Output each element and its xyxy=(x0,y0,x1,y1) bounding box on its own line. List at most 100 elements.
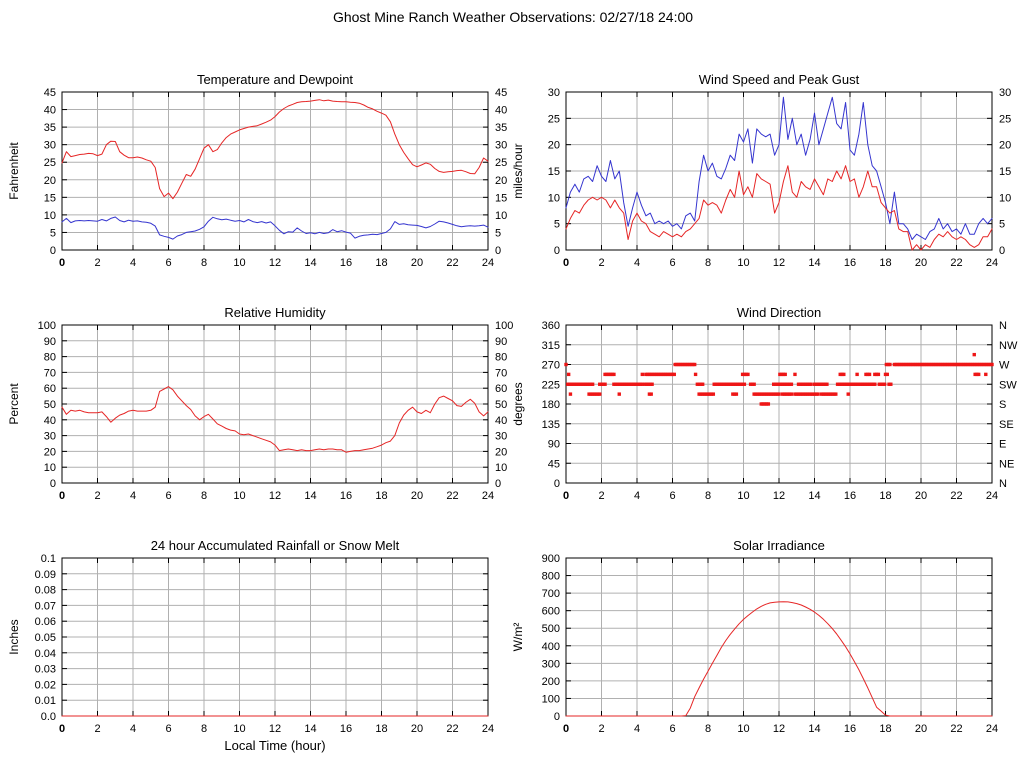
scatter-point xyxy=(919,362,923,367)
right-tick-label: 10 xyxy=(999,192,1011,204)
scatter-point xyxy=(867,382,872,386)
scatter-point xyxy=(752,382,756,386)
x-tick-label: 18 xyxy=(375,257,387,269)
y-tick-label: 0.05 xyxy=(35,632,56,644)
x-tick-label: 22 xyxy=(950,257,962,269)
scatter-point xyxy=(786,392,790,396)
scatter-point xyxy=(648,382,653,386)
scatter-point xyxy=(757,392,762,396)
scatter-point xyxy=(894,362,898,367)
scatter-point xyxy=(888,362,892,367)
scatter-point xyxy=(850,382,854,386)
scatter-point xyxy=(673,362,677,367)
y-tick-label: 0.07 xyxy=(35,600,56,612)
scatter-point xyxy=(786,382,790,386)
y-tick-label: 20 xyxy=(44,446,56,458)
scatter-point xyxy=(928,362,932,367)
y-tick-label: 0.01 xyxy=(35,695,56,707)
scatter-point xyxy=(825,382,829,386)
scatter-point xyxy=(984,362,989,367)
scatter-point xyxy=(798,382,802,386)
scatter-point xyxy=(858,382,863,386)
page-title: Ghost Mine Ranch Weather Observations: 0… xyxy=(333,9,693,25)
scatter-point xyxy=(592,392,597,396)
x-tick-label: 20 xyxy=(915,723,927,735)
right-compass-label: NE xyxy=(999,458,1014,470)
scatter-point xyxy=(819,382,824,386)
x-tick-label: 20 xyxy=(915,257,927,269)
scatter-point xyxy=(830,392,834,396)
scatter-point xyxy=(929,362,934,367)
right-tick-label: 90 xyxy=(495,336,507,348)
scatter-point xyxy=(823,392,827,396)
scatter-point xyxy=(775,392,779,396)
scatter-point xyxy=(839,382,843,386)
scatter-point xyxy=(798,392,802,396)
x-tick-label: 16 xyxy=(844,490,856,502)
scatter-point xyxy=(793,372,797,377)
scatter-point xyxy=(958,362,962,367)
right-tick-label: 5 xyxy=(999,219,1005,231)
scatter-point xyxy=(656,372,660,377)
scatter-point xyxy=(629,382,634,386)
y-tick-label: 300 xyxy=(542,658,560,670)
x-axis-label: Local Time (hour) xyxy=(224,738,325,753)
scatter-point xyxy=(814,392,818,396)
y-tick-label: 0.06 xyxy=(35,616,56,628)
x-tick-label: 24 xyxy=(986,723,998,735)
scatter-point xyxy=(844,382,849,386)
scatter-point xyxy=(876,372,881,377)
scatter-point xyxy=(589,382,593,386)
scatter-point xyxy=(649,372,653,377)
right-compass-label: E xyxy=(999,439,1006,451)
scatter-point xyxy=(855,382,859,386)
right-tick-label: 5 xyxy=(495,227,501,239)
scatter-point xyxy=(781,372,786,377)
scatter-point xyxy=(901,362,905,367)
charts-grid: 0 2 4 6 8 10 12 14 16 18 20 22 240510152025303540450… xyxy=(7,72,1018,753)
scatter-point xyxy=(750,382,755,386)
scatter-point xyxy=(796,382,801,386)
scatter-point xyxy=(647,372,652,377)
scatter-point xyxy=(771,382,776,386)
right-tick-label: 30 xyxy=(495,140,507,152)
x-tick-label: 10 xyxy=(737,723,749,735)
scatter-point xyxy=(650,382,654,386)
x-tick-label: 0 xyxy=(563,723,569,735)
scatter-point xyxy=(807,392,811,396)
scatter-point xyxy=(811,392,815,396)
scatter-point xyxy=(658,372,662,377)
right-tick-label: 15 xyxy=(999,166,1011,178)
scatter-point xyxy=(732,382,736,386)
scatter-point xyxy=(855,372,859,377)
right-tick-label: 25 xyxy=(999,113,1011,125)
x-tick-label: 14 xyxy=(808,723,820,735)
scatter-point xyxy=(663,372,668,377)
scatter-point xyxy=(730,382,734,386)
scatter-point xyxy=(773,392,778,396)
scatter-point xyxy=(580,382,584,386)
right-tick-label: 20 xyxy=(999,140,1011,152)
x-tick-label: 4 xyxy=(634,257,640,269)
scatter-point xyxy=(838,372,842,377)
x-tick-label: 6 xyxy=(165,490,171,502)
scatter-point xyxy=(973,372,977,377)
x-tick-label: 4 xyxy=(634,723,640,735)
scatter-point xyxy=(779,382,783,386)
scatter-point xyxy=(827,392,831,396)
y-tick-label: 60 xyxy=(44,383,56,395)
right-compass-label: S xyxy=(999,399,1006,411)
scatter-point xyxy=(678,362,683,367)
right-tick-label: 10 xyxy=(495,210,507,222)
right-compass-label: NW xyxy=(999,340,1018,352)
scatter-point xyxy=(777,392,781,396)
scatter-point xyxy=(853,382,858,386)
scatter-point xyxy=(587,382,591,386)
y-tick-label: 25 xyxy=(548,113,560,125)
x-tick-label: 20 xyxy=(915,490,927,502)
right-compass-label: N xyxy=(999,478,1007,490)
x-tick-label: 18 xyxy=(879,723,891,735)
scatter-point xyxy=(590,392,595,396)
scatter-point xyxy=(789,382,794,386)
